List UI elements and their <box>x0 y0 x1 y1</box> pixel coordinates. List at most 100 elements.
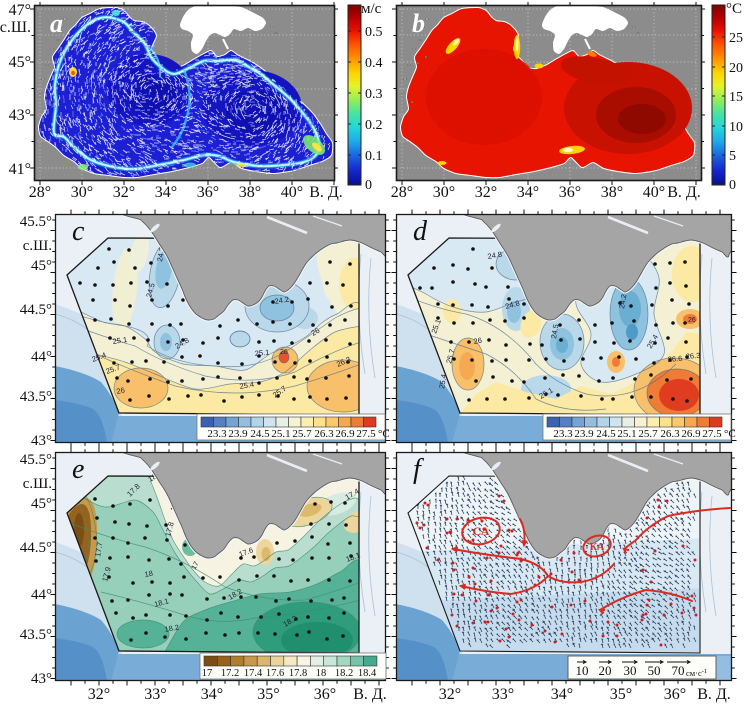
svg-text:25.1: 25.1 <box>254 348 269 358</box>
svg-text:44.5°: 44.5° <box>20 302 52 318</box>
svg-text:28°: 28° <box>29 184 51 201</box>
svg-text:30°: 30° <box>71 184 93 201</box>
svg-text:23.9: 23.9 <box>574 428 594 440</box>
svg-text:0: 0 <box>365 178 372 193</box>
svg-text:44°: 44° <box>31 349 52 365</box>
svg-text:17.2: 17.2 <box>221 668 239 679</box>
svg-text:43°: 43° <box>31 433 52 449</box>
svg-text:35°: 35° <box>610 686 632 703</box>
svg-text:15: 15 <box>729 90 743 105</box>
svg-text:0.4: 0.4 <box>365 56 383 71</box>
svg-text:17: 17 <box>191 561 201 571</box>
svg-text:24.5: 24.5 <box>596 428 616 440</box>
svg-text:25: 25 <box>729 31 743 46</box>
svg-text:0.3: 0.3 <box>365 87 383 102</box>
svg-text:50: 50 <box>648 663 661 678</box>
svg-text:38°: 38° <box>601 184 623 201</box>
svg-text:25.4: 25.4 <box>437 373 448 389</box>
svg-text:38°: 38° <box>239 184 261 201</box>
svg-text:°C: °C <box>378 428 390 440</box>
svg-text:26: 26 <box>473 336 483 346</box>
svg-text:45.5°: 45.5° <box>20 214 52 230</box>
svg-text:10: 10 <box>729 120 743 135</box>
svg-text:м/с: м/с <box>361 1 382 17</box>
svg-text:23.9: 23.9 <box>228 428 248 440</box>
svg-text:36°: 36° <box>197 184 219 201</box>
svg-text:30°: 30° <box>433 184 455 201</box>
svg-text:40°: 40° <box>281 184 303 201</box>
svg-text:°C: °C <box>726 1 742 17</box>
svg-text:17: 17 <box>202 668 213 679</box>
svg-text:0: 0 <box>729 178 736 193</box>
svg-text:17.8: 17.8 <box>289 668 307 679</box>
svg-text:18: 18 <box>144 569 154 579</box>
svg-text:45.5°: 45.5° <box>20 452 52 468</box>
svg-text:45°: 45° <box>31 496 52 512</box>
svg-text:см·с-1: см·с-1 <box>686 668 707 678</box>
svg-text:32°: 32° <box>439 686 461 703</box>
svg-text:35°: 35° <box>257 686 279 703</box>
svg-text:24.2: 24.2 <box>155 246 166 262</box>
svg-text:17.7: 17.7 <box>93 541 104 557</box>
svg-text:10: 10 <box>576 663 589 678</box>
svg-text:18: 18 <box>147 472 159 484</box>
svg-text:26: 26 <box>280 349 288 356</box>
svg-text:В. Д.: В. Д. <box>353 686 387 703</box>
svg-text:32°: 32° <box>475 184 497 201</box>
svg-text:34°: 34° <box>517 184 539 201</box>
svg-text:26: 26 <box>310 326 322 338</box>
svg-text:0.1: 0.1 <box>365 149 383 164</box>
svg-text:°C: °C <box>724 428 736 440</box>
svg-text:25.7: 25.7 <box>638 428 658 440</box>
svg-text:32°: 32° <box>88 686 110 703</box>
svg-text:43.5°: 43.5° <box>20 627 52 643</box>
svg-text:В. Д.: В. Д. <box>697 686 731 703</box>
svg-text:26.9: 26.9 <box>681 428 701 440</box>
svg-text:43°: 43° <box>9 107 31 124</box>
svg-text:44°: 44° <box>31 587 52 603</box>
svg-text:СА: СА <box>473 524 490 538</box>
svg-text:34°: 34° <box>551 686 573 703</box>
svg-text:27.5: 27.5 <box>702 428 722 440</box>
svg-text:24.5: 24.5 <box>549 323 560 339</box>
svg-text:25.4: 25.4 <box>239 380 255 391</box>
svg-text:В. Д.: В. Д. <box>667 184 701 201</box>
svg-text:45°: 45° <box>31 258 52 274</box>
svg-text:25.7: 25.7 <box>292 428 312 440</box>
svg-text:5: 5 <box>729 149 736 164</box>
svg-text:с.Ш.: с.Ш. <box>23 238 52 254</box>
svg-text:c: c <box>72 216 85 247</box>
svg-text:В. Д.: В. Д. <box>309 184 343 201</box>
svg-text:КА: КА <box>590 542 605 553</box>
svg-text:f: f <box>413 454 424 485</box>
svg-text:47°: 47° <box>9 2 31 19</box>
svg-text:36°: 36° <box>314 686 336 703</box>
svg-text:34°: 34° <box>155 184 177 201</box>
svg-text:36°: 36° <box>559 184 581 201</box>
svg-text:33°: 33° <box>144 686 166 703</box>
svg-text:44.5°: 44.5° <box>20 540 52 556</box>
svg-text:24.8: 24.8 <box>504 298 520 310</box>
svg-text:25.1: 25.1 <box>271 428 290 440</box>
svg-text:25.7: 25.7 <box>444 348 456 364</box>
svg-text:24.5: 24.5 <box>144 282 156 298</box>
svg-text:33°: 33° <box>492 686 514 703</box>
svg-text:28°: 28° <box>391 184 413 201</box>
svg-text:26: 26 <box>116 385 126 396</box>
svg-text:32°: 32° <box>113 184 135 201</box>
svg-text:24.5: 24.5 <box>250 428 270 440</box>
svg-text:с.Ш.: с.Ш. <box>0 19 31 36</box>
svg-text:23.3: 23.3 <box>553 428 573 440</box>
svg-text:40°: 40° <box>643 184 665 201</box>
svg-text:d: d <box>413 216 428 247</box>
svg-text:18: 18 <box>316 668 327 679</box>
svg-text:25.1: 25.1 <box>112 335 128 346</box>
svg-text:26.6: 26.6 <box>667 354 682 364</box>
svg-text:0.5: 0.5 <box>365 25 383 40</box>
svg-text:26.9: 26.9 <box>335 428 355 440</box>
svg-text:e: e <box>72 454 84 485</box>
svg-text:24.2: 24.2 <box>617 293 628 309</box>
svg-text:30: 30 <box>624 663 637 678</box>
svg-text:b: b <box>412 9 425 38</box>
svg-text:a: a <box>50 9 63 38</box>
